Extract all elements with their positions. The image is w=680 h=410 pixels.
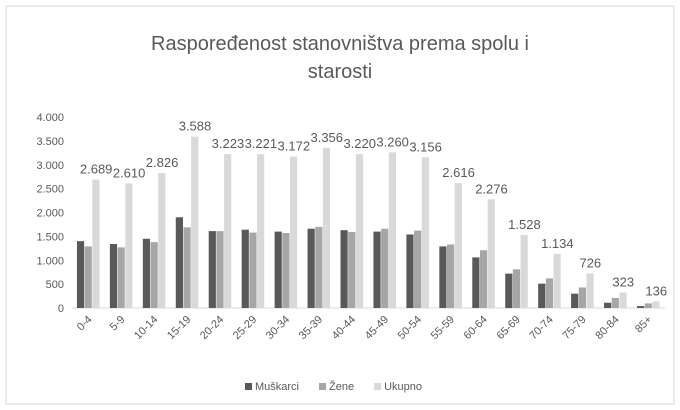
bar — [520, 235, 528, 308]
data-label: 3.223 — [212, 136, 245, 151]
bar — [289, 156, 298, 308]
bar — [571, 293, 579, 308]
data-label: 1.528 — [508, 217, 541, 232]
bar — [249, 232, 257, 308]
bar — [578, 287, 586, 308]
data-label: 2.276 — [475, 181, 508, 196]
bar — [454, 183, 462, 308]
bar — [604, 302, 612, 308]
legend-label: Žene — [329, 380, 354, 393]
bar — [472, 257, 480, 308]
bar — [414, 230, 422, 308]
bar — [241, 229, 249, 308]
bar — [109, 244, 118, 308]
y-tick-label: 3.500 — [36, 136, 64, 148]
bar — [92, 179, 100, 308]
y-tick-label: 2.500 — [36, 184, 64, 196]
legend-label: Muškarci — [255, 381, 299, 393]
data-label: 1.134 — [541, 236, 574, 251]
data-label: 2.689 — [80, 162, 113, 177]
bar — [322, 147, 331, 308]
bar — [340, 230, 348, 308]
bar — [150, 242, 158, 308]
data-label: 3.260 — [376, 134, 409, 149]
y-tick-label: 1.500 — [36, 231, 64, 243]
data-label: 3.221 — [245, 136, 278, 151]
y-tick-label: 500 — [46, 279, 64, 291]
bar — [125, 183, 133, 308]
bar — [619, 292, 627, 308]
bar — [421, 157, 429, 308]
legend-swatch — [319, 383, 327, 390]
bar — [479, 250, 488, 308]
bar — [175, 217, 183, 308]
bar — [282, 233, 290, 308]
legend-swatch — [374, 383, 382, 390]
bar — [208, 231, 216, 308]
bar — [348, 232, 356, 308]
data-label: 323 — [612, 275, 634, 290]
bar — [142, 238, 151, 308]
bar — [487, 199, 495, 308]
bar — [224, 154, 232, 308]
bar — [158, 173, 166, 308]
data-label: 3.172 — [278, 139, 311, 154]
bar — [611, 297, 619, 308]
bar — [373, 231, 381, 308]
bar — [447, 244, 455, 308]
bar — [388, 152, 397, 308]
bar — [512, 269, 521, 308]
bar — [553, 253, 561, 308]
y-tick-label: 0 — [58, 303, 64, 315]
legend-label: Ukupno — [384, 381, 422, 393]
data-label: 136 — [645, 284, 667, 299]
data-label: 3.220 — [343, 136, 376, 151]
y-tick-label: 4.000 — [36, 112, 64, 124]
bar — [117, 247, 125, 308]
bar — [307, 228, 315, 308]
bar — [505, 273, 513, 308]
bar — [355, 154, 364, 308]
y-tick-label: 2.000 — [36, 208, 64, 220]
data-label: 2.616 — [442, 165, 475, 180]
bar — [652, 301, 660, 308]
legend-swatch — [245, 383, 252, 390]
bar — [439, 246, 447, 308]
bar — [274, 231, 282, 308]
bar — [406, 234, 414, 308]
bar — [381, 228, 389, 308]
bar — [586, 273, 594, 308]
chart-title: Raspoređenost stanovništva prema spolu i… — [151, 33, 529, 83]
data-label: 2.610 — [113, 165, 146, 180]
data-label: 726 — [579, 255, 601, 270]
bar — [538, 283, 546, 308]
data-label: 3.588 — [179, 119, 212, 134]
bar — [191, 136, 199, 308]
bar — [216, 231, 224, 308]
y-tick-label: 3.000 — [36, 160, 64, 172]
bar — [315, 226, 323, 308]
bar — [636, 306, 645, 308]
bar — [76, 241, 85, 308]
bar — [545, 278, 554, 308]
data-label: 2.826 — [146, 155, 179, 170]
bar — [84, 246, 92, 308]
bar — [183, 227, 191, 308]
bar — [644, 303, 652, 308]
data-label: 3.156 — [409, 139, 442, 154]
data-label: 3.356 — [310, 130, 343, 145]
bar — [257, 154, 265, 308]
chart-border — [5, 5, 675, 405]
y-tick-label: 1.000 — [36, 255, 64, 267]
